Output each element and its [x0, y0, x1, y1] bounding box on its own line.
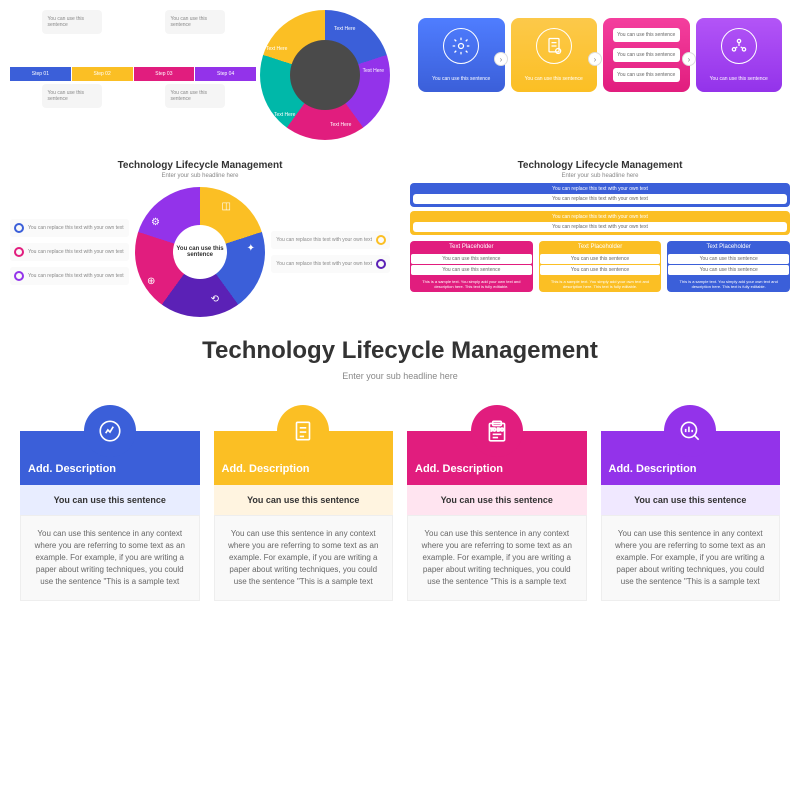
process-card: You can use this sentence	[511, 18, 598, 92]
chevron-right-icon: ›	[682, 52, 696, 66]
legend-item: You can replace this text with your own …	[10, 267, 129, 285]
feature-card: TO DO Add. Description You can use this …	[407, 405, 587, 601]
panel-donut: Technology Lifecycle Management Enter yo…	[4, 154, 396, 323]
card-body: You can use this sentence in any context…	[601, 515, 781, 601]
link-icon: ⟲	[211, 294, 219, 305]
step: Step 04	[195, 67, 256, 81]
main-subtitle: Enter your sub headline here	[20, 371, 780, 381]
feature-card: Add. Description You can use this senten…	[20, 405, 200, 601]
legend-item: You can replace this text with your own …	[271, 255, 390, 273]
step: Step 01	[10, 67, 71, 81]
process-card: You can use this sentence	[418, 18, 505, 92]
step-box: You can use this sentence	[165, 84, 225, 108]
step: Step 02	[72, 67, 133, 81]
todo-icon: TO DO	[471, 405, 523, 457]
donut-center: You can use this sentence	[173, 225, 227, 279]
network-icon	[721, 28, 757, 64]
panel-subtitle: Enter your sub headline here	[10, 173, 390, 179]
legend-item: You can replace this text with your own …	[10, 243, 129, 261]
main-title: Technology Lifecycle Management	[20, 337, 780, 365]
gear-icon: ⚙	[151, 217, 160, 228]
signal-icon: ✦	[247, 243, 255, 254]
info-card: Text Placeholder You can use this senten…	[410, 241, 533, 292]
info-bar: You can replace this text with your own …	[410, 211, 790, 235]
process-card: You can use this sentence You can use th…	[603, 18, 690, 92]
document-icon	[536, 28, 572, 64]
gear-icon	[443, 28, 479, 64]
chart-icon	[84, 405, 136, 457]
card-band: You can use this sentence	[407, 485, 587, 515]
cycle-center	[290, 40, 360, 110]
shield-icon: ◫	[222, 201, 231, 212]
panel-steps-circle: You can use this sentence You can use th…	[4, 4, 396, 146]
svg-text:TO DO: TO DO	[490, 427, 504, 432]
card-band: You can use this sentence	[214, 485, 394, 515]
step-arrows: Step 01 Step 02 Step 03 Step 04	[10, 67, 256, 81]
chevron-right-icon: ›	[494, 52, 508, 66]
feature-card: Add. Description You can use this senten…	[214, 405, 394, 601]
panel-title: Technology Lifecycle Management	[10, 160, 390, 171]
panel-title: Technology Lifecycle Management	[410, 160, 790, 171]
step-box: You can use this sentence	[42, 10, 102, 34]
legend-item: You can replace this text with your own …	[271, 231, 390, 249]
panel-cards: › › › You can use this sentence You can …	[404, 4, 796, 146]
checklist-icon	[277, 405, 329, 457]
panel-main: Technology Lifecycle Management Enter yo…	[0, 327, 800, 611]
info-card: Text Placeholder You can use this senten…	[539, 241, 662, 292]
chevron-right-icon: ›	[588, 52, 602, 66]
search-chart-icon	[664, 405, 716, 457]
process-card: You can use this sentence	[696, 18, 783, 92]
card-band: You can use this sentence	[601, 485, 781, 515]
step-box: You can use this sentence	[165, 10, 225, 34]
step: Step 03	[134, 67, 195, 81]
feature-card: Add. Description You can use this senten…	[601, 405, 781, 601]
card-body: You can use this sentence in any context…	[214, 515, 394, 601]
card-body: You can use this sentence in any context…	[20, 515, 200, 601]
card-band: You can use this sentence	[20, 485, 200, 515]
info-card: Text Placeholder You can use this senten…	[667, 241, 790, 292]
legend-item: You can replace this text with your own …	[10, 219, 129, 237]
donut-chart: You can use this sentence ◫ ✦ ⟲ ⊕ ⚙	[135, 187, 265, 317]
broadcast-icon: ⊕	[147, 276, 155, 287]
cycle-chart: Text Here Text Here Text Here Text Here …	[260, 10, 390, 140]
panel-bars: Technology Lifecycle Management Enter yo…	[404, 154, 796, 323]
info-bar: You can replace this text with your own …	[410, 183, 790, 207]
step-box: You can use this sentence	[42, 84, 102, 108]
card-body: You can use this sentence in any context…	[407, 515, 587, 601]
panel-subtitle: Enter your sub headline here	[410, 173, 790, 179]
